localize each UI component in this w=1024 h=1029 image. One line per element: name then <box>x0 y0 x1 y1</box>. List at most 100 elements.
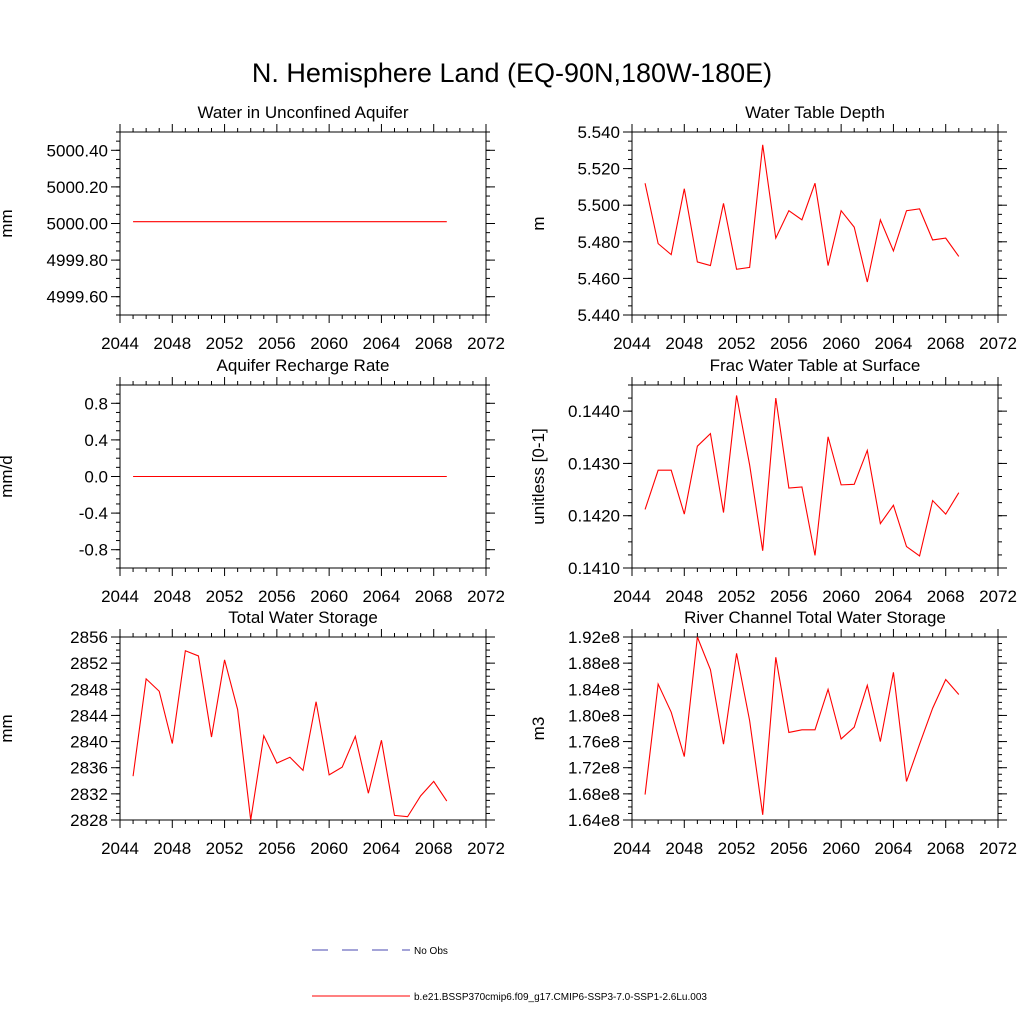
series-line <box>132 649 448 821</box>
series-line <box>644 144 960 283</box>
y-tick-label: 0.4 <box>84 431 108 450</box>
x-tick-label: 2056 <box>770 334 808 353</box>
x-tick-label: 2052 <box>718 334 756 353</box>
x-tick-label: 2052 <box>718 587 756 606</box>
x-tick-label: 2048 <box>665 334 703 353</box>
x-tick-label: 2060 <box>822 587 860 606</box>
x-tick-label: 2072 <box>467 587 505 606</box>
x-tick-label: 2056 <box>258 587 296 606</box>
y-tick-label: 5.520 <box>577 160 620 179</box>
x-tick-label: 2068 <box>927 839 965 858</box>
y-tick-label: 2856 <box>70 628 108 647</box>
x-tick-label: 2072 <box>467 334 505 353</box>
x-tick-label: 2068 <box>927 587 965 606</box>
series-line <box>644 636 960 815</box>
y-tick-label: -0.8 <box>79 541 108 560</box>
series-line <box>644 395 960 557</box>
x-tick-label: 2052 <box>206 839 244 858</box>
y-tick-label: 5000.40 <box>47 141 108 160</box>
x-tick-label: 2068 <box>415 334 453 353</box>
x-tick-label: 2068 <box>927 334 965 353</box>
x-tick-label: 2044 <box>101 587 139 606</box>
x-tick-label: 2052 <box>718 839 756 858</box>
x-tick-label: 2056 <box>258 839 296 858</box>
legend-label: No Obs <box>414 946 448 957</box>
y-tick-label: 0.8 <box>84 394 108 413</box>
x-tick-label: 2064 <box>875 334 913 353</box>
y-tick-label: 1.80e8 <box>568 706 620 725</box>
x-tick-label: 2056 <box>770 839 808 858</box>
y-tick-label: 5.460 <box>577 269 620 288</box>
x-tick-label: 2048 <box>153 587 191 606</box>
plot-frame <box>631 131 999 316</box>
y-tick-label: 1.72e8 <box>568 759 620 778</box>
plot-frame <box>631 384 999 569</box>
x-tick-label: 2044 <box>101 839 139 858</box>
y-tick-label: 2840 <box>70 733 108 752</box>
x-tick-label: 2068 <box>415 587 453 606</box>
y-tick-label: 4999.80 <box>47 251 108 270</box>
y-tick-label: 2832 <box>70 785 108 804</box>
plot-frame <box>119 131 487 316</box>
y-tick-label: 2844 <box>70 706 108 725</box>
x-tick-label: 2064 <box>363 334 401 353</box>
y-tick-label: 2848 <box>70 680 108 699</box>
y-tick-label: 0.1410 <box>568 559 620 578</box>
y-axis-label: m3 <box>529 717 548 741</box>
y-tick-label: 0.1420 <box>568 507 620 526</box>
x-tick-label: 2052 <box>206 334 244 353</box>
legend: No Obs b.e21.BSSP370cmip6.f09_g17.CMIP6-S… <box>312 946 707 1003</box>
x-tick-label: 2072 <box>979 839 1017 858</box>
x-tick-label: 2068 <box>415 839 453 858</box>
x-tick-label: 2048 <box>665 839 703 858</box>
y-tick-label: 1.68e8 <box>568 785 620 804</box>
x-tick-label: 2048 <box>665 587 703 606</box>
x-tick-label: 2048 <box>153 839 191 858</box>
y-tick-label: 0.1440 <box>568 402 620 421</box>
x-tick-label: 2044 <box>101 334 139 353</box>
y-tick-label: 0.0 <box>84 468 108 487</box>
y-axis-label: unitless [0-1] <box>529 428 548 524</box>
panel-2: Water Table Depth 2044 2048 2052 2056 2060 206… <box>529 103 1017 353</box>
y-tick-label: 4999.60 <box>47 288 108 307</box>
panel-6: River Channel Total Water Storage 2044 204… <box>529 608 1017 858</box>
y-axis-label: mm/d <box>0 455 16 498</box>
x-tick-label: 2064 <box>363 587 401 606</box>
y-axis-label: m <box>529 216 548 230</box>
x-tick-label: 2064 <box>363 839 401 858</box>
y-tick-label: 5000.20 <box>47 178 108 197</box>
panel-title: Water in Unconfined Aquifer <box>197 103 408 122</box>
y-axis-label: mm <box>0 209 16 237</box>
y-tick-label: 1.92e8 <box>568 628 620 647</box>
y-tick-label: 1.64e8 <box>568 811 620 830</box>
x-tick-label: 2064 <box>875 839 913 858</box>
y-tick-label: 5.480 <box>577 233 620 252</box>
x-tick-label: 2044 <box>613 334 651 353</box>
panel-3: Aquifer Recharge Rate 2044 2048 2052 2056 206… <box>0 356 505 606</box>
panel-title: Total Water Storage <box>228 608 378 627</box>
x-tick-label: 2072 <box>979 334 1017 353</box>
x-tick-label: 2052 <box>206 587 244 606</box>
x-tick-label: 2064 <box>875 587 913 606</box>
y-tick-label: 1.88e8 <box>568 654 620 673</box>
x-tick-label: 2056 <box>258 334 296 353</box>
x-tick-label: 2048 <box>153 334 191 353</box>
panel-title: River Channel Total Water Storage <box>684 608 946 627</box>
x-tick-label: 2060 <box>310 587 348 606</box>
y-tick-label: 0.1430 <box>568 454 620 473</box>
y-tick-label: 5.440 <box>577 306 620 325</box>
y-tick-label: 1.76e8 <box>568 733 620 752</box>
x-tick-label: 2044 <box>613 587 651 606</box>
y-tick-label: 5.540 <box>577 123 620 142</box>
x-tick-label: 2060 <box>822 334 860 353</box>
y-axis-label: mm <box>0 714 16 742</box>
x-tick-label: 2072 <box>467 839 505 858</box>
y-tick-label: 5.500 <box>577 196 620 215</box>
y-tick-label: 2828 <box>70 811 108 830</box>
y-tick-label: 2836 <box>70 759 108 778</box>
panel-5: Total Water Storage 2044 2048 2052 2056 2060 2… <box>0 608 505 858</box>
y-tick-label: -0.4 <box>79 504 108 523</box>
y-tick-label: 1.84e8 <box>568 680 620 699</box>
x-tick-label: 2060 <box>310 334 348 353</box>
